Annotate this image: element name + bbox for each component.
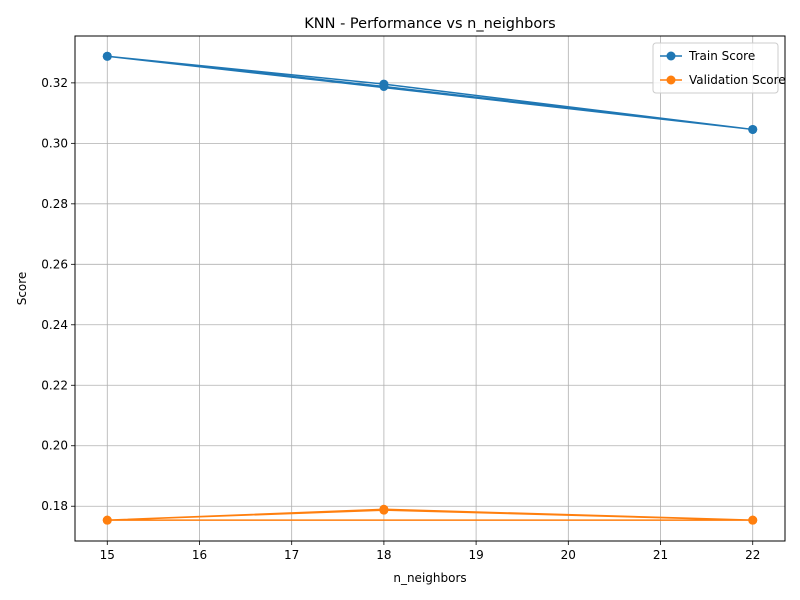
data-point	[102, 515, 112, 525]
x-tick-label: 17	[284, 548, 299, 562]
y-tick-label: 0.22	[41, 378, 68, 392]
y-tick-label: 0.18	[41, 499, 68, 513]
grid	[75, 36, 785, 541]
series-0	[102, 51, 758, 134]
x-tick-label: 15	[100, 548, 115, 562]
x-tick-label: 21	[653, 548, 668, 562]
x-tick-label: 19	[468, 548, 483, 562]
y-tick-label: 0.26	[41, 257, 68, 271]
data-point	[379, 505, 389, 515]
y-tick-label: 0.20	[41, 439, 68, 453]
x-tick-label: 22	[745, 548, 760, 562]
y-tick-label: 0.28	[41, 197, 68, 211]
y-axis-label: Score	[15, 272, 29, 306]
y-tick-label: 0.24	[41, 318, 68, 332]
data-point	[748, 124, 758, 134]
legend: Train Score Validation Score	[652, 42, 786, 94]
chart-title: KNN - Performance vs n_neighbors	[304, 16, 555, 32]
y-tick-label: 0.32	[41, 76, 68, 90]
x-tick-label: 20	[561, 548, 576, 562]
plot-frame	[74, 35, 786, 542]
x-axis-ticks: 15 16 17 18 19 20 21 22	[100, 541, 760, 562]
series-line	[106, 55, 754, 131]
series-1	[102, 504, 758, 525]
y-axis-ticks: 0.18 0.20 0.22 0.24 0.26 0.28 0.30 0.32	[41, 76, 75, 513]
legend-label-validation: Validation Score	[689, 73, 786, 87]
data-point	[748, 515, 758, 525]
legend-marker-validation	[666, 75, 676, 85]
x-tick-label: 16	[192, 548, 207, 562]
legend-box	[652, 42, 779, 94]
y-tick-label: 0.30	[41, 136, 68, 150]
x-tick-label: 18	[376, 548, 391, 562]
x-axis-label: n_neighbors	[393, 571, 466, 585]
data-point	[379, 82, 389, 91]
legend-label-train: Train Score	[688, 49, 755, 63]
series-line	[106, 508, 754, 521]
series-group	[102, 51, 758, 525]
legend-marker-train	[666, 51, 676, 61]
data-point	[102, 51, 112, 61]
